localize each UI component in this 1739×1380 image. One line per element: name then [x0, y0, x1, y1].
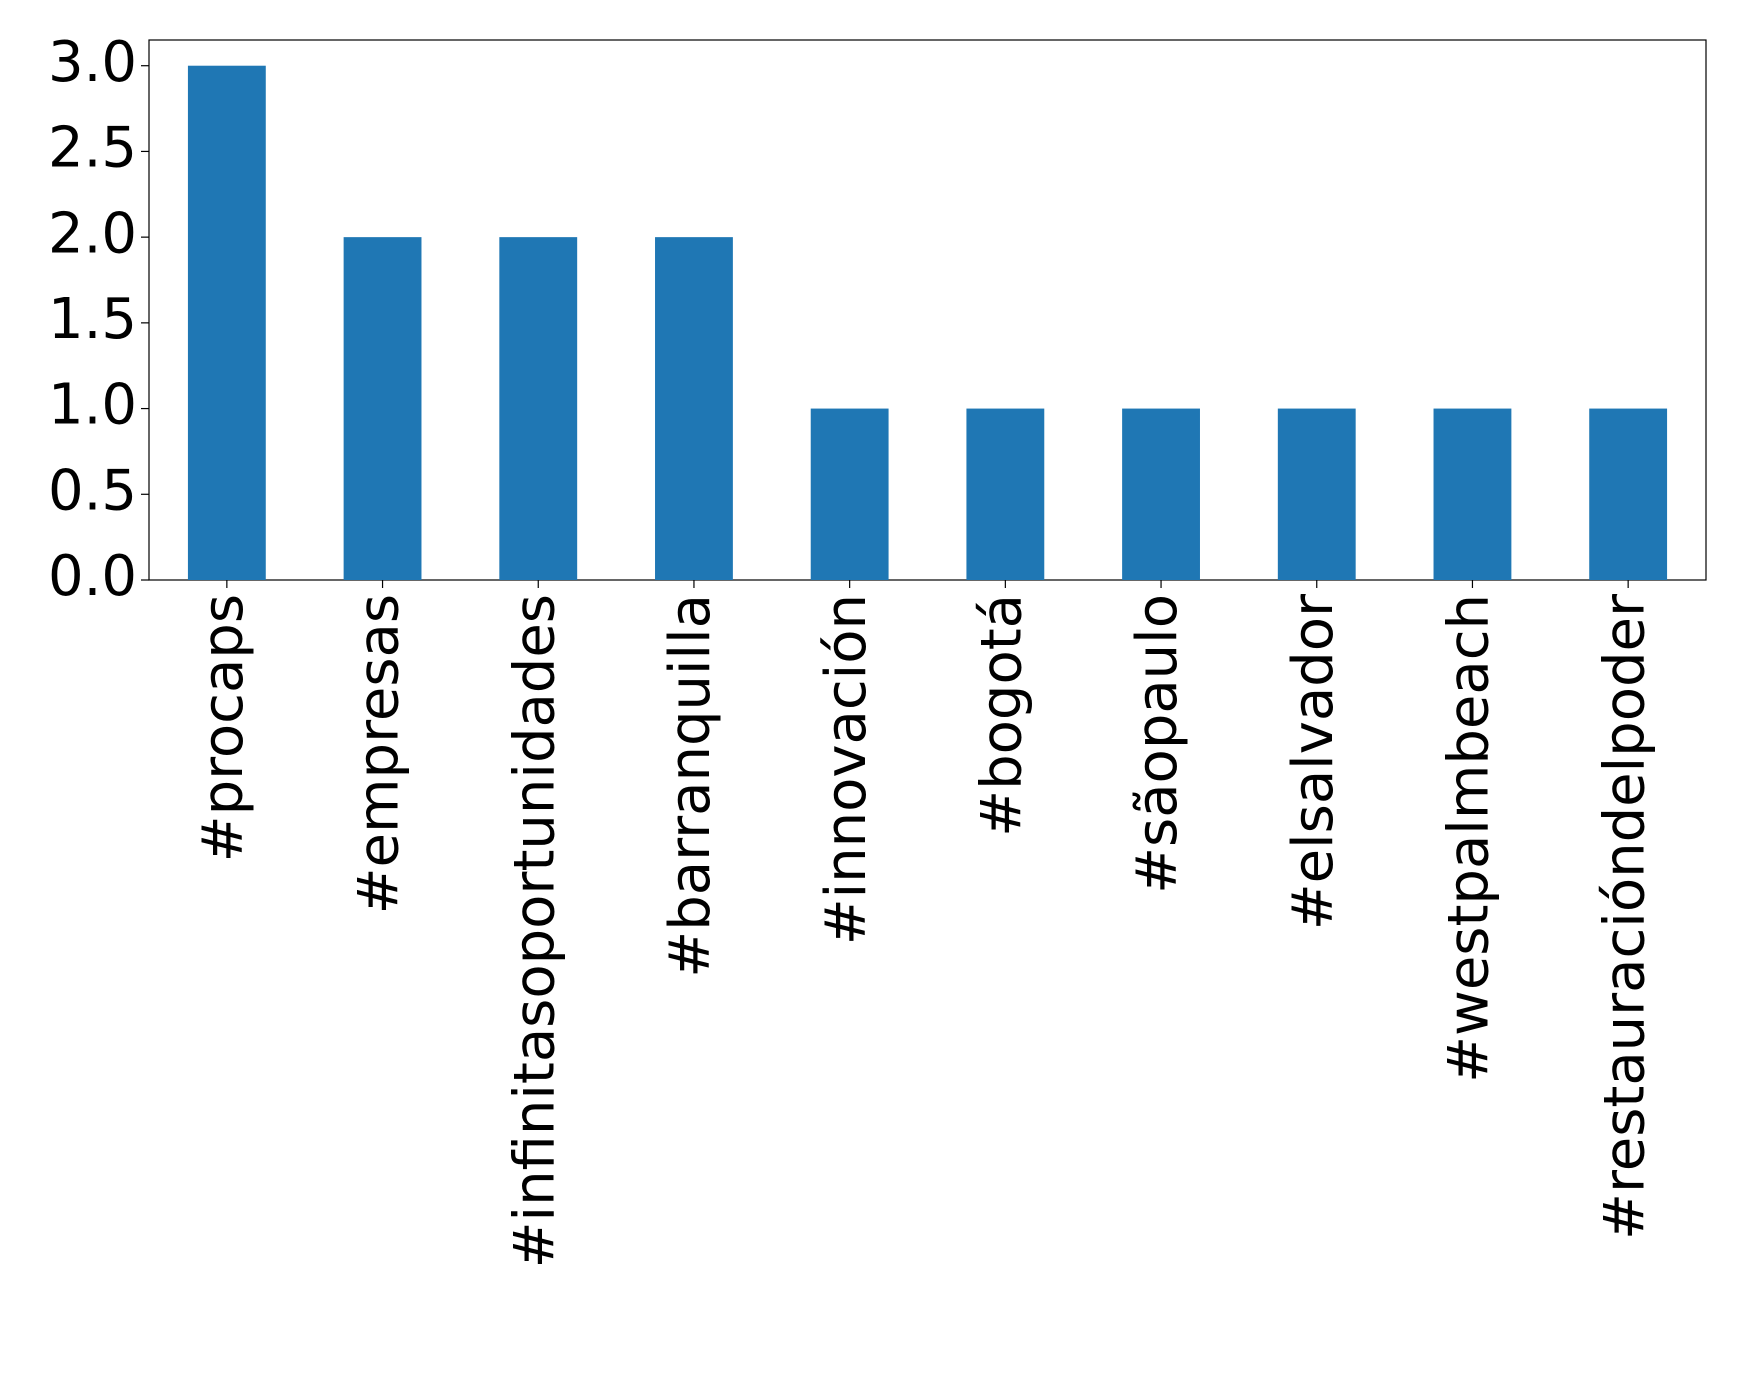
x-tick-label: #elsalvador: [1281, 593, 1346, 930]
x-tick-label: #westpalmbeach: [1437, 594, 1502, 1083]
x-tick-label: #bogotá: [969, 594, 1034, 837]
x-tick-label: #barranquilla: [658, 594, 723, 978]
bar: [187, 65, 266, 580]
y-tick-label: 3.0: [48, 30, 137, 95]
x-tick-label: #restauracióndelpoder: [1592, 593, 1657, 1240]
bar: [1433, 408, 1512, 580]
plot-frame: [148, 39, 1707, 581]
bar: [499, 237, 578, 580]
bar: [1277, 408, 1356, 580]
x-tick-label: #innovación: [814, 594, 879, 945]
y-tick-label: 0.0: [48, 544, 137, 609]
bar: [655, 237, 733, 580]
bar: [1122, 408, 1200, 580]
y-tick-label: 0.5: [48, 458, 137, 523]
y-tick-label: 1.5: [48, 287, 137, 352]
bar: [810, 408, 889, 580]
x-tick-label: #sãopaulo: [1125, 594, 1190, 894]
x-tick-label: #empresas: [347, 594, 412, 914]
bar: [966, 408, 1045, 580]
x-tick-label: #infinitasoportunidades: [502, 594, 567, 1268]
y-tick-label: 2.0: [48, 201, 137, 266]
y-tick-label: 2.5: [48, 116, 137, 181]
x-tick-label: #procaps: [191, 594, 256, 862]
bar: [1589, 408, 1668, 580]
bar: [343, 237, 422, 580]
y-tick-label: 1.0: [48, 373, 137, 438]
